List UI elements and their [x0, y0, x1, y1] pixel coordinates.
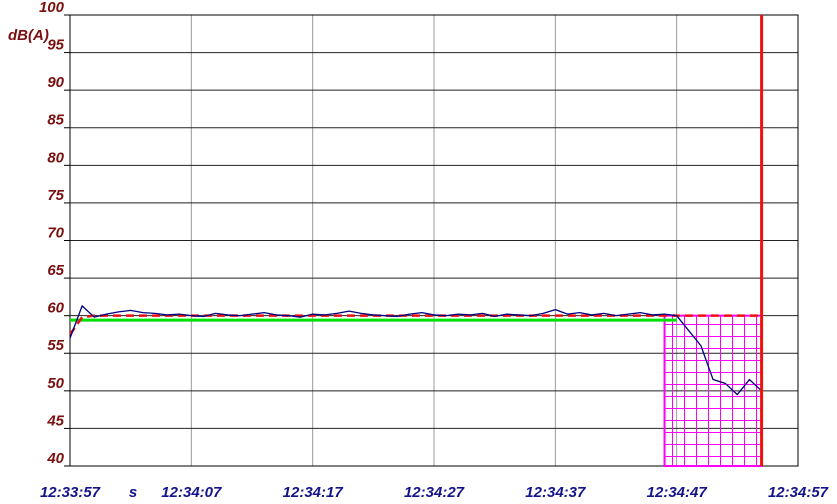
y-tick-label: 45 [46, 412, 64, 429]
y-tick-label: 70 [47, 224, 64, 241]
x-tick-label: 12:34:07 [161, 484, 222, 501]
x-tick-label: 12:34:37 [525, 484, 586, 501]
x-tick-label: 12:34:17 [283, 484, 344, 501]
x-axis-label: s [129, 484, 137, 501]
series-line [69, 305, 763, 396]
x-tick-label: 12:34:47 [647, 484, 708, 501]
y-tick-label: 90 [47, 74, 64, 91]
y-tick-label: 60 [47, 300, 64, 317]
y-tick-label: 65 [47, 262, 64, 279]
y-tick-label: 75 [47, 187, 64, 204]
y-tick-label: 50 [47, 375, 64, 392]
x-tick-label: 12:33:57 [40, 484, 101, 501]
y-tick-label: 80 [47, 149, 64, 166]
marked-region [663, 314, 763, 467]
x-tick-label: 12:34:27 [404, 484, 465, 501]
x-tick-label: 12:34:57 [768, 484, 829, 501]
y-axis-label: dB(A) [8, 27, 49, 44]
y-tick-label: 95 [47, 37, 64, 54]
series-line [68, 314, 762, 336]
y-tick-label: 100 [39, 0, 65, 16]
plot-frame [69, 14, 799, 467]
y-tick-label: 55 [47, 337, 64, 354]
y-tick-label: 85 [47, 112, 64, 129]
y-tick-label: 40 [46, 450, 64, 467]
